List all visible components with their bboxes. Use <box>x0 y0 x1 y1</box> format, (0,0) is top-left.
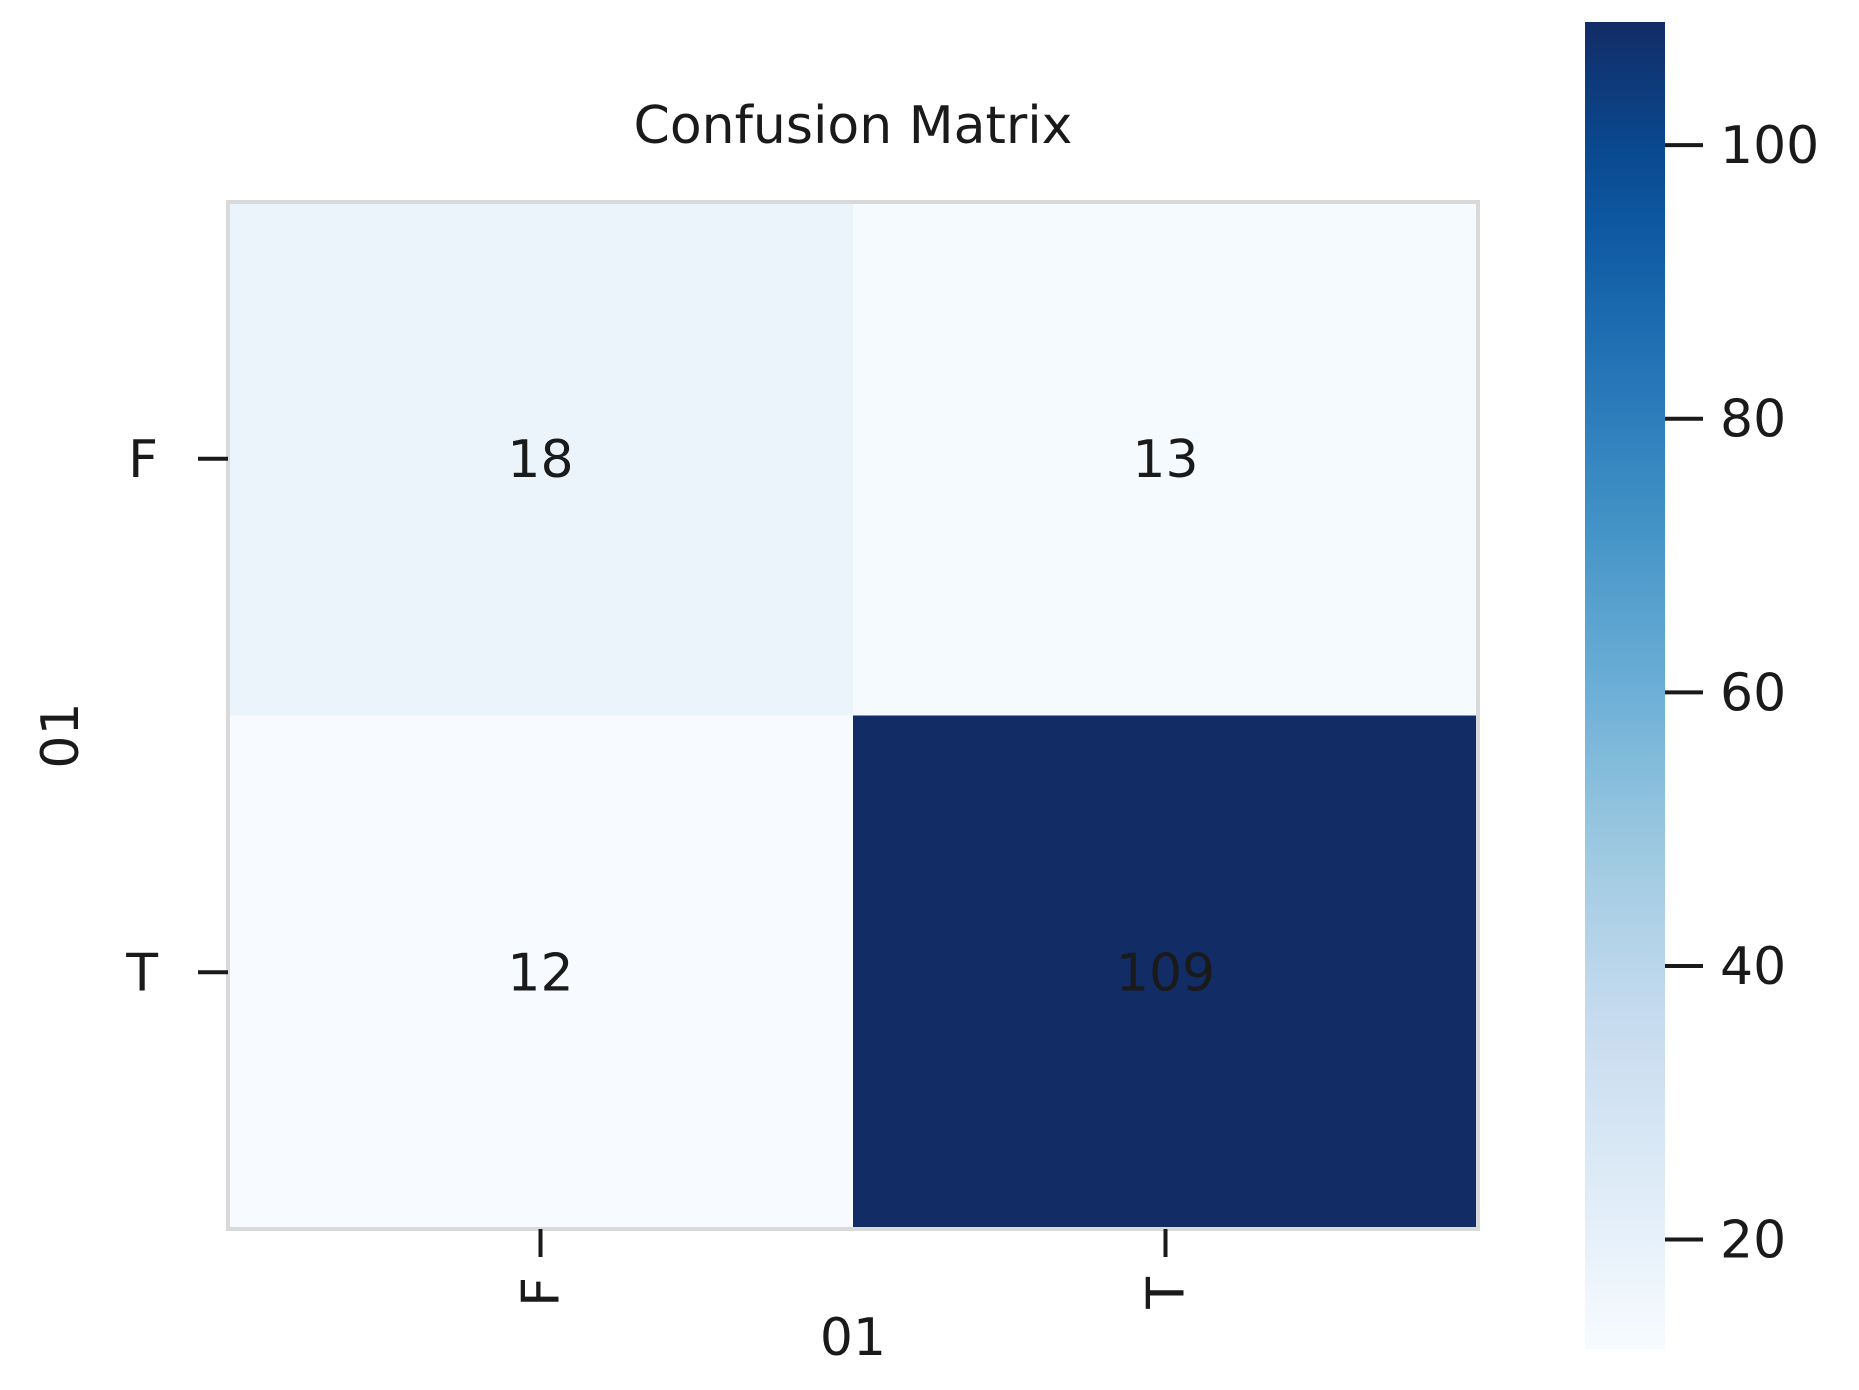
heatmap-cell-T-T <box>853 715 1479 1230</box>
chart-title: Confusion Matrix <box>634 96 1073 156</box>
heatmap-cells <box>228 202 1479 1230</box>
x-tick-label: F <box>512 1277 572 1307</box>
heatmap-cell-F-T <box>853 202 1479 716</box>
y-tick-label: F <box>128 430 158 490</box>
plot-frame <box>226 200 1480 1231</box>
cell-value-label: 18 <box>507 430 573 490</box>
colorbar-ticks: 20 40 60 80 100 <box>1665 116 1819 1271</box>
colorbar-tick-label: 40 <box>1720 937 1786 997</box>
colorbar-tick-label: 20 <box>1720 1211 1786 1271</box>
colorbar-tick-label: 100 <box>1720 116 1819 176</box>
x-tick-label: T <box>1137 1277 1197 1310</box>
cell-value-label: 13 <box>1132 430 1198 490</box>
colorbar <box>1585 22 1665 1349</box>
y-tick-label: T <box>125 943 158 1003</box>
cell-value-label: 109 <box>1116 943 1215 1003</box>
y-axis-ticks: FT <box>125 430 228 1003</box>
y-axis-label: 01 <box>31 702 91 768</box>
heatmap-cell-T-F <box>228 715 854 1230</box>
x-axis-label: 01 <box>820 1308 886 1368</box>
colorbar-tick-label: 80 <box>1720 390 1786 450</box>
heatmap-cell-F-F <box>228 202 854 716</box>
cell-value-label: 12 <box>507 943 573 1003</box>
cell-labels: 18 13 12 109 <box>507 430 1215 1004</box>
colorbar-tick-label: 60 <box>1720 663 1786 723</box>
